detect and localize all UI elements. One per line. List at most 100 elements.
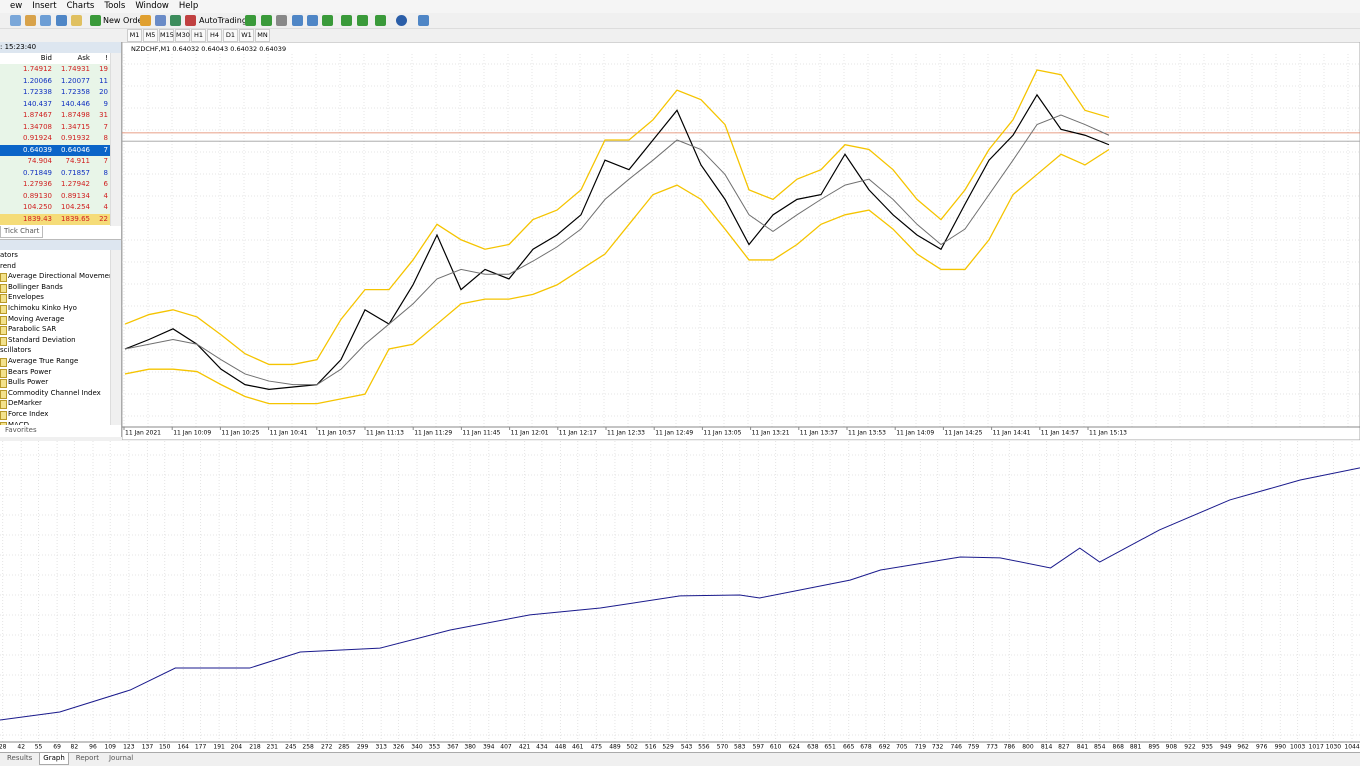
timeframe-button[interactable]: M15 [159, 29, 174, 42]
table-cell: 4 [103, 203, 108, 211]
navigator-item[interactable]: Bulls Power [8, 378, 49, 387]
navigator-item[interactable]: Commodity Channel Index [8, 388, 101, 397]
icon[interactable] [25, 15, 36, 26]
timeframe-button[interactable]: H1 [191, 29, 206, 42]
navigator-item[interactable]: Standard Deviation [8, 335, 76, 344]
table-cell: 7 [103, 145, 108, 154]
table-row[interactable]: 0.89130 0.89134 4 [0, 190, 110, 202]
tab[interactable]: Results [7, 754, 33, 762]
navigator-item[interactable]: Envelopes [8, 293, 44, 302]
table-cell: 6 [103, 180, 108, 188]
table-row[interactable]: 0.64039 0.64046 7 [0, 144, 110, 156]
menu-item[interactable]: Tools [104, 1, 126, 11]
tab[interactable]: Favorites [5, 426, 37, 434]
timeframe-button[interactable]: M1 [127, 29, 142, 42]
table-row[interactable]: 104.250 104.254 4 [0, 202, 110, 214]
icon[interactable] [292, 15, 303, 26]
tab[interactable]: Journal [108, 754, 134, 762]
x-tick-label: 340 [411, 744, 423, 751]
icon[interactable] [155, 15, 166, 26]
x-tick-label: 665 [843, 744, 855, 751]
table-row[interactable]: 1.20066 1.20077 11 [0, 75, 110, 87]
table-row[interactable]: 1.87467 1.87498 31 [0, 110, 110, 122]
table-row[interactable]: 74.904 74.911 7 [0, 156, 110, 168]
icon[interactable] [341, 15, 352, 26]
tab[interactable]: Report [75, 754, 99, 762]
icon[interactable] [418, 15, 429, 26]
table-row[interactable]: 1.74912 1.74931 19 [0, 64, 110, 76]
icon[interactable] [307, 15, 318, 26]
icon[interactable] [71, 15, 82, 26]
icon[interactable] [357, 15, 368, 26]
scrollbar[interactable] [110, 250, 121, 425]
table-row[interactable]: 0.71849 0.71857 8 [0, 167, 110, 179]
navigator-item[interactable]: Parabolic SAR [8, 325, 57, 334]
icon[interactable] [40, 15, 51, 26]
timeframe-button[interactable]: D1 [223, 29, 238, 42]
menu-item[interactable]: Charts [66, 1, 95, 11]
navigator-item[interactable]: Moving Average [8, 314, 65, 323]
auto-trading-button[interactable]: AutoTrading [199, 16, 247, 25]
icon[interactable] [322, 15, 333, 26]
icon[interactable] [396, 15, 407, 26]
navigator-group[interactable]: scillators [0, 346, 32, 355]
table-row[interactable]: 1839.43 1839.65 22 [0, 213, 110, 225]
timeframe-button[interactable]: W1 [239, 29, 254, 42]
x-tick-label: 489 [609, 744, 621, 751]
navigator-item[interactable]: Bears Power [8, 367, 52, 376]
icon[interactable] [245, 15, 256, 26]
scrollbar[interactable] [110, 53, 121, 226]
icon[interactable] [170, 15, 181, 26]
icon[interactable] [375, 15, 386, 26]
icon[interactable] [56, 15, 67, 26]
side-panel: : 15:23:40 Bid Ask! 1.74912 1.74931 19 1.2006… [0, 42, 122, 437]
table-row[interactable]: 140.437 140.446 9 [0, 98, 110, 110]
icon[interactable] [140, 15, 151, 26]
table-header: Bid Ask! [0, 53, 110, 65]
navigator-item[interactable]: Ichimoku Kinko Hyo [8, 304, 77, 312]
timeframe-button[interactable]: M30 [175, 29, 190, 42]
navigator-item[interactable]: Average True Range [8, 357, 79, 365]
icon[interactable] [90, 15, 101, 26]
navigator-item[interactable]: Average Directional Movement Inc [8, 272, 110, 281]
series-upper [124, 69, 1110, 366]
indicator-icon [0, 379, 7, 389]
icon[interactable] [276, 15, 287, 26]
menu-item[interactable]: ew [10, 1, 23, 11]
timeframe-bar: M1 M5 M15 M30 H1 H4 D1 W1 MN [127, 29, 271, 42]
navigator-item[interactable]: MACD [8, 420, 29, 425]
new-order-button[interactable]: New Order [103, 16, 146, 25]
table-cell: 74.911 [65, 157, 91, 165]
icon[interactable] [185, 15, 196, 26]
timeframe-button[interactable]: H4 [207, 29, 222, 42]
x-tick-label: 448 [555, 744, 567, 751]
toolbar: New Order AutoTrading [0, 13, 1360, 29]
navigator-item[interactable]: Force Index [8, 410, 49, 418]
navigator-item[interactable]: DeMarker [8, 399, 42, 408]
navigator-group[interactable]: rend [0, 261, 16, 270]
table-row[interactable]: 1.72338 1.72358 20 [0, 87, 110, 99]
menu-item[interactable]: Insert [32, 1, 57, 11]
indicator-icon [0, 336, 7, 346]
navigator: ators rend Average Directional Movement In… [0, 250, 110, 425]
table-cell: 104.250 [23, 203, 52, 211]
menu-item[interactable]: Help [178, 1, 199, 11]
table-cell: 0.91932 [61, 134, 90, 142]
table-row[interactable]: 0.91924 0.91932 8 [0, 133, 110, 145]
table-cell: 4 [103, 191, 108, 200]
x-tick-label: 1003 [1290, 744, 1305, 751]
x-tick-label: 96 [89, 744, 97, 751]
table-row[interactable]: 1.34708 1.34715 7 [0, 121, 110, 133]
timeframe-button[interactable]: MN [255, 29, 270, 42]
icon[interactable] [10, 15, 21, 26]
icon[interactable] [261, 15, 272, 26]
tab[interactable]: Graph [39, 753, 69, 765]
tab[interactable]: Tick Chart [0, 226, 44, 238]
timeframe-button[interactable]: M5 [143, 29, 158, 42]
navigator-item[interactable]: Bollinger Bands [8, 282, 63, 291]
navigator-group[interactable]: ators [0, 251, 18, 259]
x-tick-label: 394 [483, 744, 495, 751]
table-row[interactable]: 1.27936 1.27942 6 [0, 179, 110, 191]
menu-item[interactable]: Window [135, 1, 169, 11]
table-cell: 1.74931 [61, 65, 90, 73]
